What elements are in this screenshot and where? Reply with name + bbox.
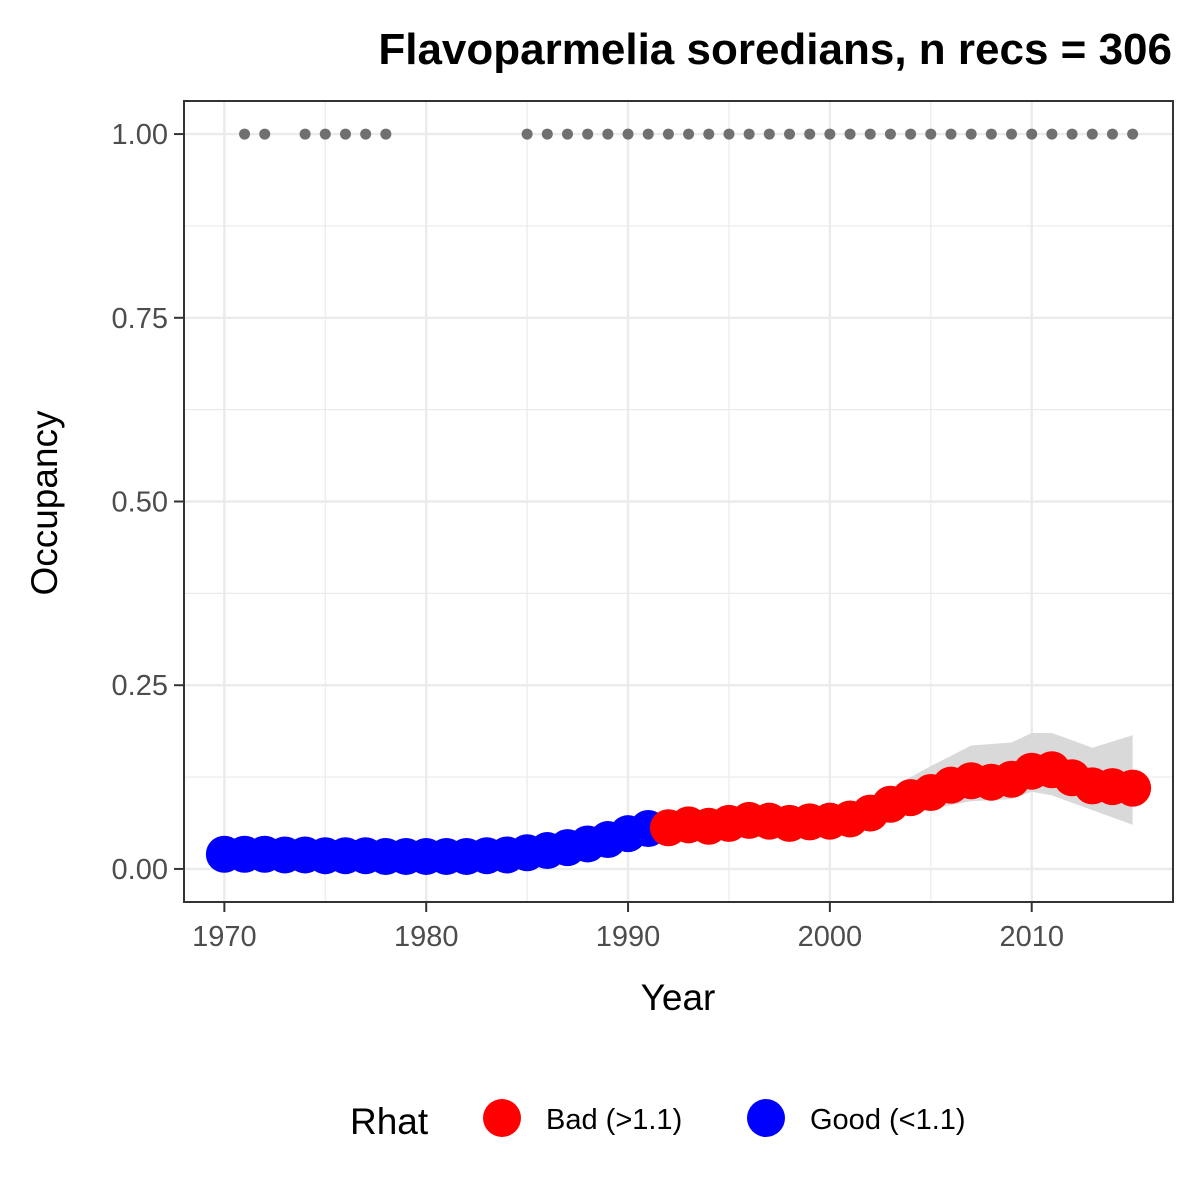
- record-dot: [239, 128, 251, 140]
- record-dot: [521, 128, 533, 140]
- y-tick-label: 1.00: [112, 119, 168, 151]
- y-tick-label: 0.00: [112, 854, 168, 886]
- chart-title: Flavoparmelia soredians, n recs = 306: [378, 25, 1172, 74]
- record-dot: [703, 128, 715, 140]
- record-dot: [925, 128, 937, 140]
- record-dot: [844, 128, 856, 140]
- legend-title: Rhat: [350, 1101, 429, 1142]
- record-dot: [259, 128, 271, 140]
- record-dot: [723, 128, 735, 140]
- record-dot: [683, 128, 695, 140]
- record-dot: [380, 128, 392, 140]
- record-dot: [1127, 128, 1139, 140]
- record-dot: [784, 128, 796, 140]
- record-dot: [1106, 128, 1118, 140]
- y-tick-label: 0.50: [112, 487, 168, 519]
- legend: Rhat Bad (>1.1) Good (<1.1): [350, 1099, 966, 1142]
- record-dot: [864, 128, 876, 140]
- record-dot: [642, 128, 654, 140]
- axis-ticks: 0.00 0.25 0.50 0.75 1.00 1970 1980 1990 2000 2010: [112, 119, 1064, 953]
- record-dot: [299, 128, 311, 140]
- record-dot: [360, 128, 372, 140]
- record-dot: [602, 128, 614, 140]
- record-dot: [763, 128, 775, 140]
- legend-label-good: Good (<1.1): [810, 1104, 966, 1136]
- x-tick-label: 1970: [192, 921, 257, 953]
- record-dot: [662, 128, 674, 140]
- record-dot: [1026, 128, 1038, 140]
- legend-key-good: [747, 1099, 785, 1137]
- occupancy-point-bad: [1114, 769, 1152, 807]
- record-dot: [339, 128, 351, 140]
- record-dot: [319, 128, 331, 140]
- x-tick-label: 1980: [394, 921, 459, 953]
- x-axis-title: Year: [641, 977, 716, 1018]
- record-dot: [824, 128, 836, 140]
- x-tick-label: 2010: [999, 921, 1064, 953]
- y-axis-title: Occupancy: [24, 410, 65, 596]
- record-dot: [1046, 128, 1058, 140]
- x-tick-label: 1990: [596, 921, 661, 953]
- legend-label-bad: Bad (>1.1): [546, 1104, 682, 1136]
- record-dot: [985, 128, 997, 140]
- record-dot: [561, 128, 573, 140]
- record-dot: [1006, 128, 1018, 140]
- record-dot: [884, 128, 896, 140]
- record-dot: [582, 128, 594, 140]
- occupancy-points-layer: [205, 751, 1152, 875]
- record-dot: [622, 128, 634, 140]
- record-dot: [541, 128, 553, 140]
- record-dot: [1086, 128, 1098, 140]
- y-tick-label: 0.75: [112, 303, 168, 335]
- y-tick-label: 0.25: [112, 670, 168, 702]
- x-tick-label: 2000: [798, 921, 863, 953]
- record-dot: [804, 128, 816, 140]
- record-dot: [945, 128, 957, 140]
- record-dot: [965, 128, 977, 140]
- record-dot: [743, 128, 755, 140]
- legend-key-bad: [483, 1099, 521, 1137]
- record-dots-layer: [239, 128, 1139, 140]
- record-dot: [905, 128, 917, 140]
- record-dot: [1066, 128, 1078, 140]
